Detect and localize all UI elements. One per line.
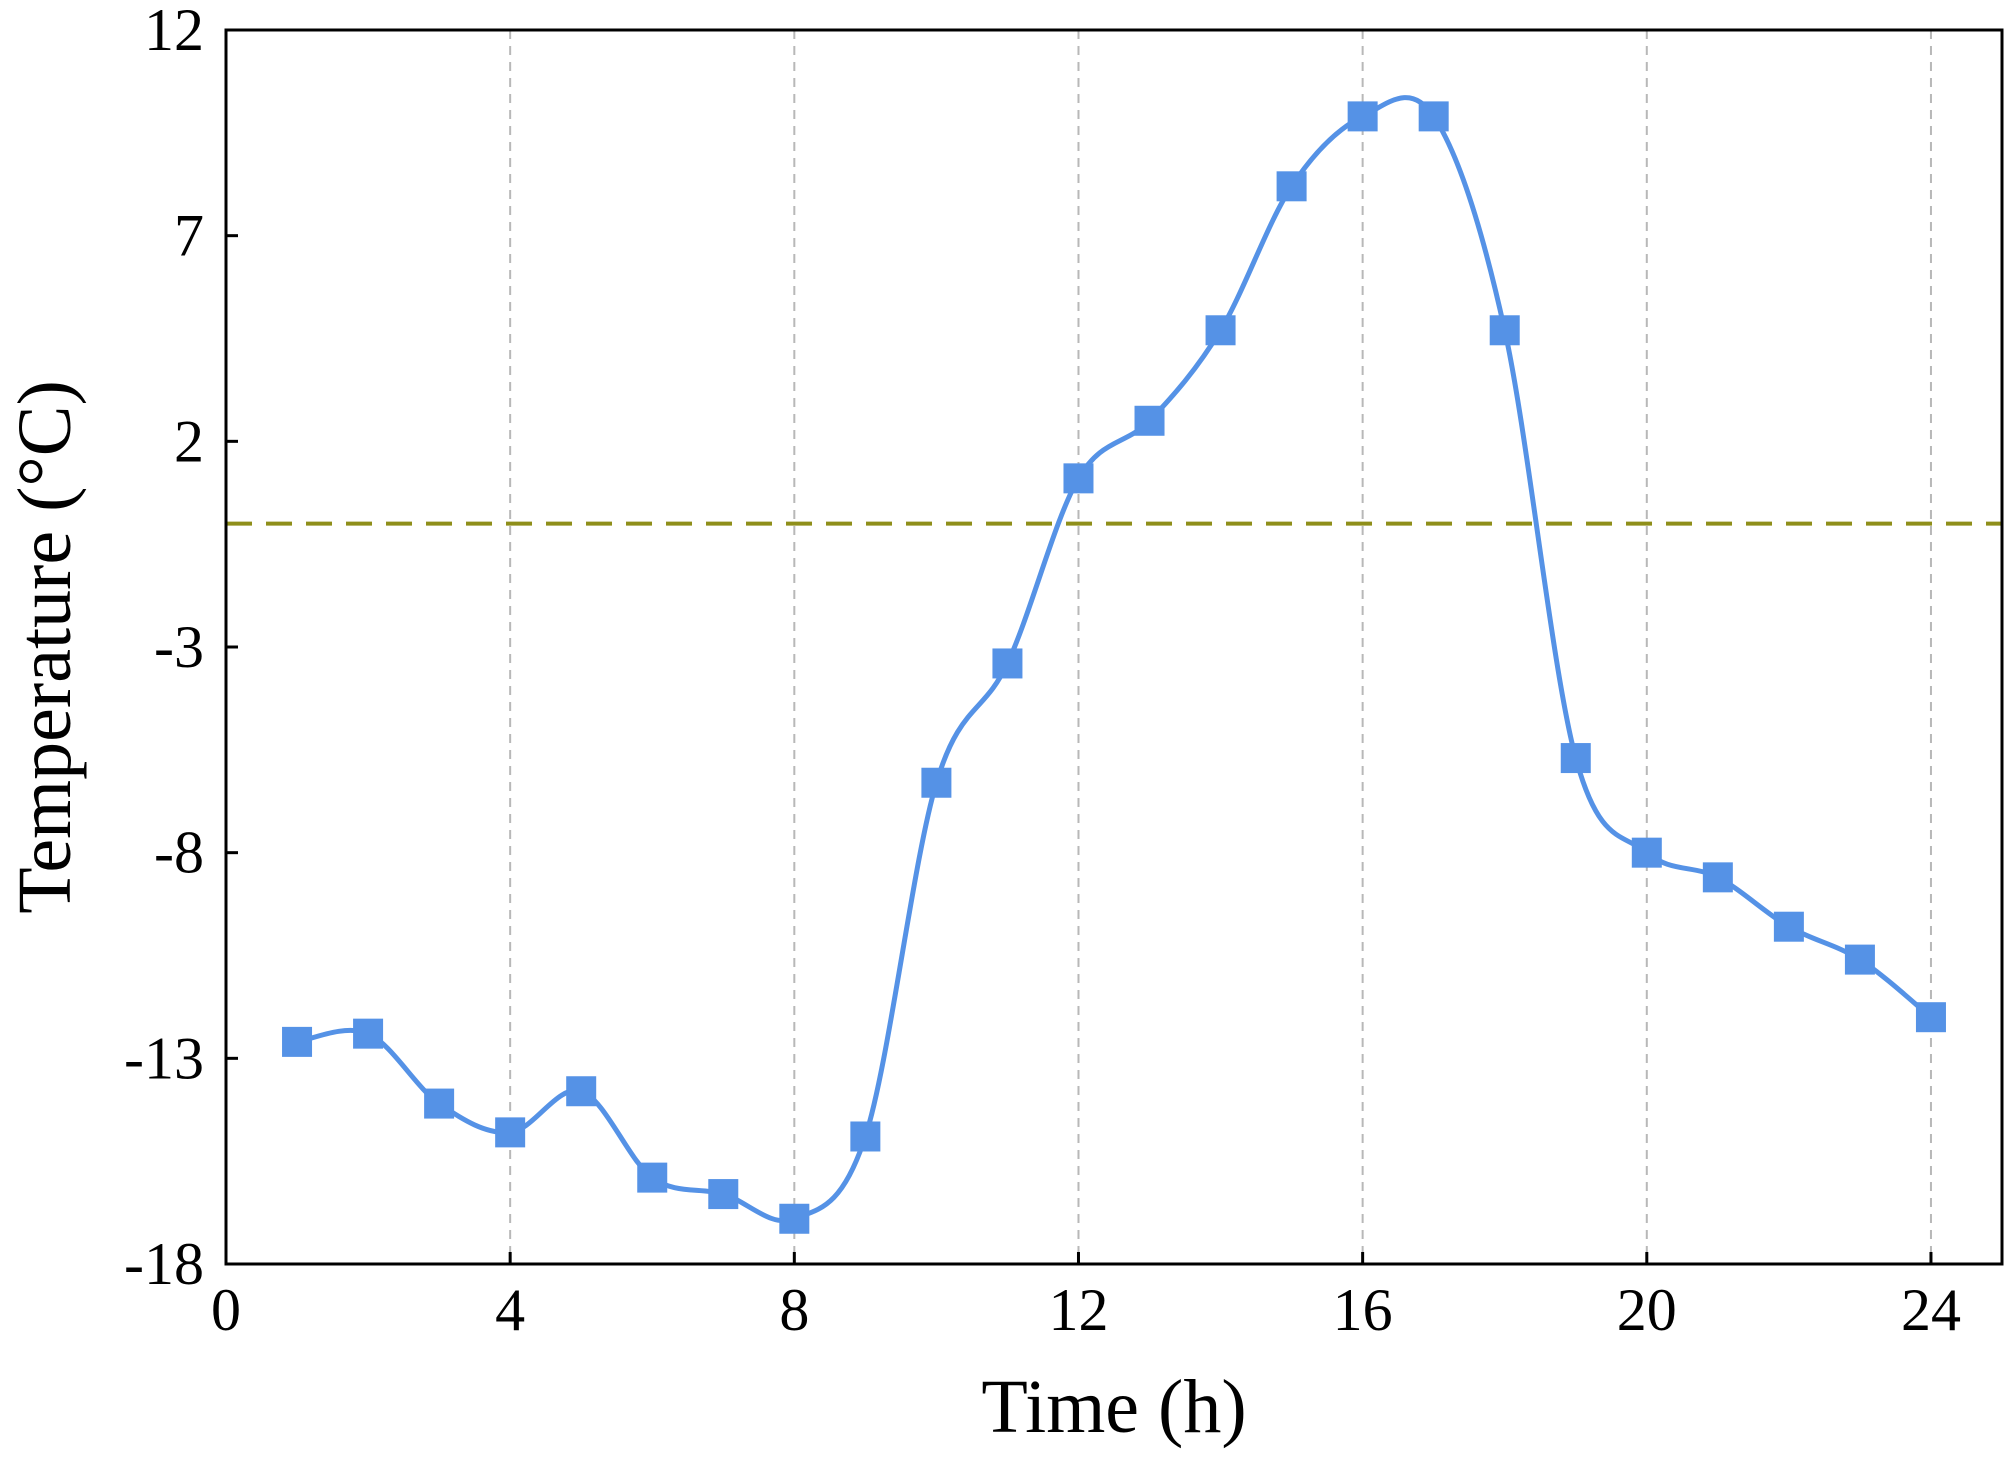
data-point-16	[1347, 101, 1378, 132]
data-point-24	[1915, 1002, 1946, 1033]
x-tick-label-16: 16	[1333, 1277, 1393, 1343]
x-tick-label-4: 4	[495, 1277, 525, 1343]
y-axis-title: Temperature (°C)	[3, 380, 87, 914]
y-tick-label--13: -13	[124, 1025, 204, 1091]
series-layer	[296, 95, 1933, 1224]
data-point-12	[1063, 463, 1094, 494]
data-point-3	[424, 1088, 455, 1119]
x-axis-title: Time (h)	[981, 1365, 1246, 1449]
data-point-22	[1773, 911, 1804, 942]
x-tick-label-8: 8	[779, 1277, 809, 1343]
series-line-0	[296, 95, 1933, 1224]
data-point-1	[282, 1026, 313, 1057]
x-tick-label-24: 24	[1901, 1277, 1961, 1343]
y-tick-label--18: -18	[124, 1231, 204, 1297]
data-point-8	[779, 1203, 810, 1234]
x-tick-label-20: 20	[1617, 1277, 1677, 1343]
data-point-10	[921, 767, 952, 798]
data-point-21	[1702, 862, 1733, 893]
data-point-20	[1631, 837, 1662, 868]
data-point-18	[1489, 315, 1520, 346]
x-tick-labels: 0 4 8 12 16 20 24	[211, 1277, 1961, 1343]
plot-frame	[224, 28, 2004, 1266]
data-point-9	[850, 1121, 881, 1152]
data-point-7	[708, 1179, 739, 1210]
axis-ticks	[224, 28, 1933, 1266]
data-point-2	[353, 1018, 384, 1049]
data-point-14	[1205, 315, 1236, 346]
data-point-6	[637, 1162, 668, 1193]
y-tick-label-12: 12	[144, 0, 204, 63]
marker-layer	[282, 101, 1946, 1234]
data-point-13	[1134, 405, 1165, 436]
x-tick-label-12: 12	[1048, 1277, 1108, 1343]
data-point-11	[992, 648, 1023, 679]
data-point-5	[566, 1076, 597, 1107]
y-tick-label-7: 7	[174, 203, 204, 269]
data-point-23	[1844, 944, 1875, 975]
y-tick-label-2: 2	[174, 408, 204, 474]
data-point-17	[1418, 101, 1449, 132]
x-tick-label-0: 0	[211, 1277, 241, 1343]
data-point-4	[495, 1117, 526, 1148]
y-tick-labels: -18 -13 -8 -3 2 7 12	[124, 0, 204, 1297]
data-point-15	[1276, 171, 1307, 202]
grid-lines	[509, 30, 1932, 1264]
y-tick-label--3: -3	[154, 614, 204, 680]
data-point-19	[1560, 743, 1591, 774]
y-tick-label--8: -8	[154, 820, 204, 886]
